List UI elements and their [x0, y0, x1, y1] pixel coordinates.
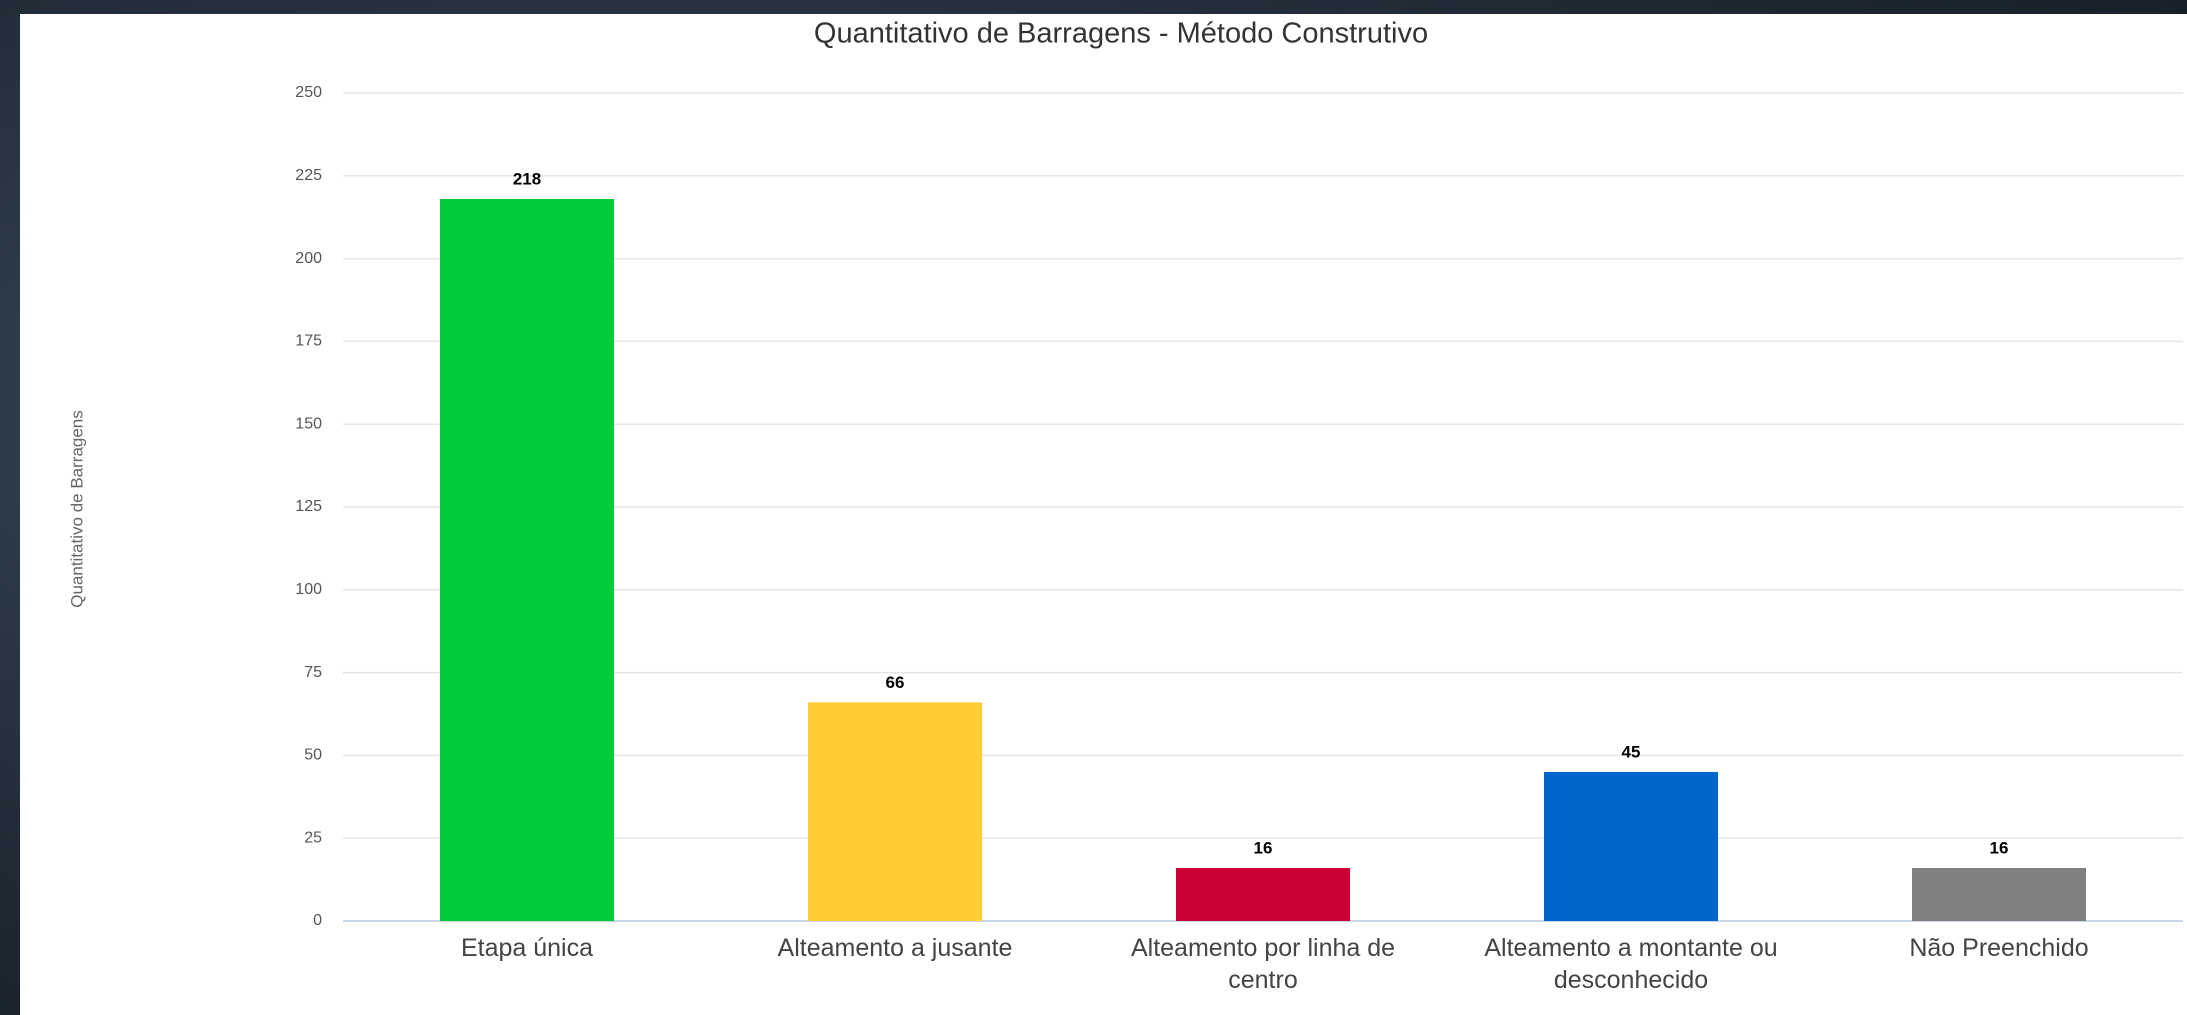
y-tick-label: 0 [313, 912, 322, 929]
value-label: 16 [1990, 838, 2009, 857]
bar [808, 702, 982, 921]
y-tick-label: 250 [295, 84, 322, 101]
y-tick-label: 75 [304, 664, 322, 681]
value-label: 218 [513, 169, 541, 188]
bar [1544, 772, 1718, 921]
chart: Quantitativo de Barragens - Método Const… [0, 0, 2187, 1015]
value-label: 66 [886, 673, 905, 692]
x-tick-label: Etapa única [461, 934, 593, 962]
y-tick-label: 125 [295, 498, 322, 515]
chart-title: Quantitativo de Barragens - Método Const… [814, 18, 1428, 50]
bar [1176, 868, 1350, 921]
y-tick-label: 225 [295, 167, 322, 184]
y-axis-label: Quantitativo de Barragens [67, 410, 86, 608]
y-tick-label: 25 [304, 829, 322, 846]
value-label: 45 [1622, 742, 1641, 761]
bar [440, 199, 614, 921]
bar [1912, 868, 2086, 921]
x-tick-label: Não Preenchido [1909, 934, 2088, 962]
page: Quantitativo de Barragens - Método Const… [0, 0, 2187, 1015]
y-tick-label: 50 [304, 747, 322, 764]
y-tick-label: 200 [295, 250, 322, 267]
y-tick-label: 150 [295, 415, 322, 432]
value-label: 16 [1254, 838, 1273, 857]
x-tick-label: Alteamento a jusante [778, 934, 1013, 962]
y-tick-label: 175 [295, 333, 322, 350]
y-tick-label: 100 [295, 581, 322, 598]
